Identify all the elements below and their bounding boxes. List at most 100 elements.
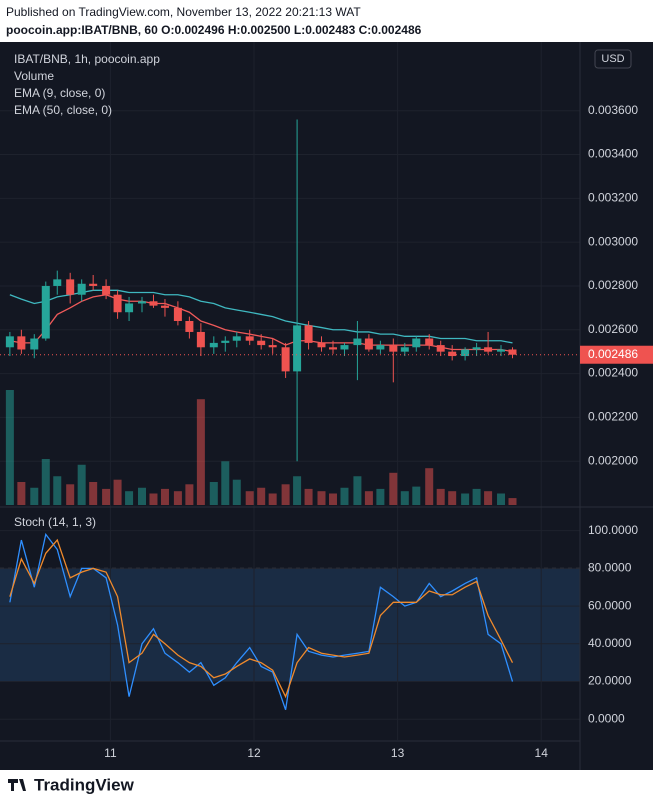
y-tick-label: 0.003000	[588, 234, 638, 248]
volume-bar	[317, 491, 326, 505]
y-tick-label: 0.002000	[588, 453, 638, 467]
volume-bar	[245, 491, 254, 505]
y-tick-label: 0.002400	[588, 366, 638, 380]
stoch-title: Stoch (14, 1, 3)	[14, 515, 96, 529]
candle-body	[328, 347, 337, 350]
candle-body	[400, 347, 409, 352]
candle-body	[436, 345, 445, 352]
volume-bar	[53, 476, 62, 505]
x-tick-label: 12	[247, 746, 261, 760]
candle-body	[412, 338, 421, 348]
candle-body	[304, 325, 313, 343]
legend-volume: Volume	[14, 69, 54, 83]
stoch-band	[0, 568, 580, 682]
volume-bar	[125, 491, 134, 505]
candle-body	[293, 325, 302, 372]
candle-body	[113, 294, 122, 313]
volume-bar	[364, 491, 373, 505]
volume-bar	[17, 482, 26, 505]
candle-body	[30, 338, 39, 350]
volume-bar	[436, 488, 445, 505]
candle-body	[41, 285, 50, 339]
volume-bar	[400, 491, 409, 505]
volume-bar	[461, 493, 470, 505]
volume-bar	[30, 487, 39, 505]
x-tick-label: 13	[391, 746, 405, 760]
volume-bar	[196, 399, 205, 505]
volume-bar	[508, 498, 517, 505]
x-tick-label: 14	[535, 746, 549, 760]
candle-body	[173, 307, 182, 321]
volume-bar	[328, 493, 337, 505]
candle-body	[53, 279, 62, 286]
candle-body	[340, 345, 349, 350]
volume-bar	[221, 461, 230, 505]
candle-body	[508, 349, 517, 355]
candle-body	[196, 331, 205, 348]
candle-body	[221, 340, 230, 343]
currency[interactable]: USD	[601, 53, 624, 65]
y-tick-label: 0.002800	[588, 278, 638, 292]
y-tick-label: 0.002200	[588, 410, 638, 424]
legend-title: IBAT/BNB, 1h, poocoin.app	[14, 52, 160, 66]
y-tick-label: 60.0000	[588, 598, 632, 612]
brand-logo	[8, 779, 26, 791]
candle-body	[364, 338, 373, 350]
volume-bar	[66, 484, 75, 505]
symbol-line: poocoin.app:IBAT/BNB, 60 O:0.002496 H:0.…	[6, 23, 422, 37]
volume-bar	[268, 493, 277, 505]
brand: TradingView	[34, 775, 135, 794]
volume-bar	[102, 488, 111, 505]
stoch-line	[9, 538, 514, 699]
published: Published on TradingView.com, November 1…	[6, 5, 361, 19]
volume-bar	[41, 459, 50, 505]
volume-bar	[160, 488, 169, 505]
candle-body	[257, 340, 266, 346]
candle-body	[89, 283, 98, 286]
candle-body	[245, 336, 254, 341]
candle-body	[497, 349, 506, 352]
candle-body	[160, 305, 169, 308]
candle-body	[389, 345, 398, 352]
volume-bar	[149, 493, 158, 505]
volume-bar	[497, 493, 506, 505]
header-bg	[0, 0, 653, 42]
candle-body	[376, 345, 385, 350]
volume-bar	[209, 482, 218, 505]
volume-bar	[173, 491, 182, 505]
volume-bar	[185, 484, 194, 505]
volume-bar	[89, 482, 98, 505]
grid	[0, 42, 580, 740]
y-tick-label: 0.003200	[588, 191, 638, 205]
volume-bar	[113, 479, 122, 505]
candle-body	[484, 347, 493, 352]
candle-body	[317, 342, 326, 348]
volume-bar	[340, 487, 349, 505]
legend-ema: EMA (9, close, 0)	[14, 86, 105, 100]
volume-bar	[77, 464, 86, 505]
candle-body	[448, 351, 457, 357]
candle-body	[102, 285, 111, 295]
volume-bar	[5, 390, 14, 505]
volume-bar	[472, 488, 481, 505]
y-tick-label: 0.003400	[588, 147, 638, 161]
candle-body	[472, 347, 481, 350]
candle-body	[77, 283, 86, 295]
candle-body	[232, 336, 241, 341]
currency-button[interactable]	[594, 49, 632, 69]
candle-body	[425, 338, 434, 346]
legend-ema: EMA (50, close, 0)	[14, 103, 112, 117]
volume-bar	[304, 488, 313, 505]
candle-body	[281, 347, 290, 372]
candle-body	[17, 336, 26, 350]
volume-bar	[376, 488, 385, 505]
y-tick-label: 40.0000	[588, 636, 632, 650]
candle-body	[461, 349, 470, 357]
y-tick-label: 20.0000	[588, 674, 632, 688]
volume-bar	[257, 487, 266, 505]
volume-bar	[232, 479, 241, 505]
last-price-tag	[580, 345, 653, 364]
volume-bar	[137, 487, 146, 505]
